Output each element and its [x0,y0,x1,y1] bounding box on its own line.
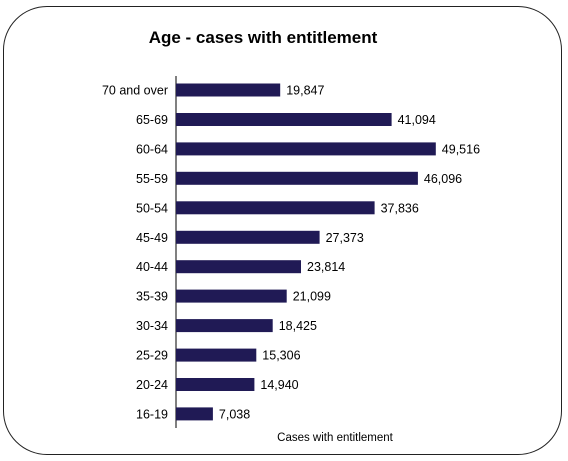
bar-9 [176,348,257,362]
bar-7 [176,289,287,303]
category-label-4: 50-54 [136,201,168,215]
bar-6 [176,260,301,274]
bar-5 [176,230,320,244]
value-label-8: 18,425 [279,319,317,333]
category-label-8: 30-34 [136,319,168,333]
value-label-3: 46,096 [424,172,462,186]
bar-3 [176,171,418,185]
value-label-2: 49,516 [442,142,480,156]
value-label-7: 21,099 [293,290,331,304]
bar-10 [176,378,255,391]
category-label-9: 25-29 [136,349,168,363]
value-label-4: 37,836 [381,201,419,215]
value-label-1: 41,094 [398,113,436,127]
value-label-10: 14,940 [260,378,298,392]
bar-0 [176,83,281,97]
x-axis-title: Cases with entitlement [277,432,393,444]
category-label-5: 45-49 [136,231,168,245]
chart-frame [3,6,562,455]
chart-title: Age - cases with entitlement [148,28,378,47]
category-label-10: 20-24 [136,378,168,392]
bar-2 [176,142,436,156]
category-label-2: 60-64 [136,142,168,156]
value-label-11: 7,038 [219,407,250,421]
category-label-3: 55-59 [136,172,168,186]
bar-4 [176,201,375,215]
category-label-0: 70 and over [102,84,168,98]
category-label-6: 40-44 [136,260,168,274]
category-label-7: 35-39 [136,290,168,304]
category-label-11: 16-19 [136,407,168,421]
bar-1 [176,113,392,126]
bar-11 [176,407,213,421]
category-label-1: 65-69 [136,113,168,127]
value-label-0: 19,847 [286,84,324,98]
value-label-9: 15,306 [262,349,300,363]
value-label-5: 27,373 [326,231,364,245]
bar-8 [176,319,273,333]
value-label-6: 23,814 [307,260,345,274]
